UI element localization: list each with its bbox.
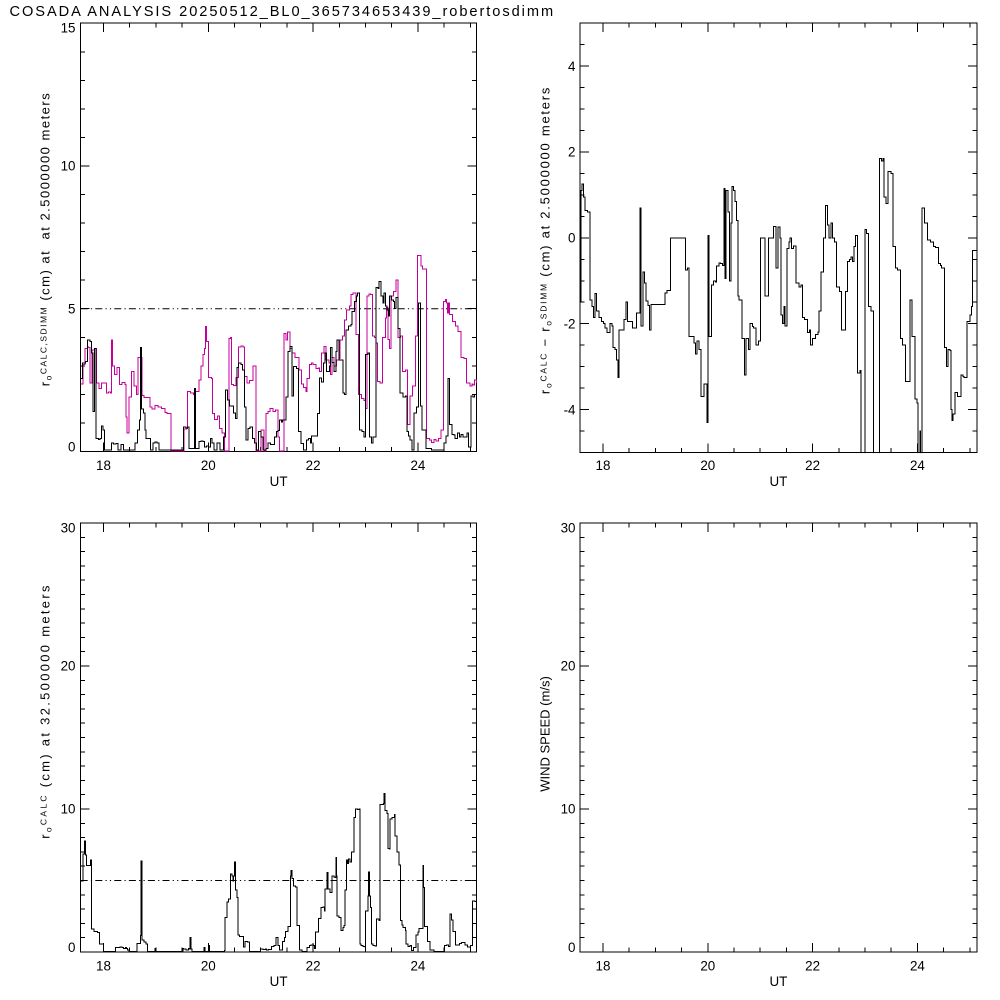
svg-text:UT: UT — [769, 474, 787, 489]
svg-text:24: 24 — [910, 458, 925, 473]
svg-text:2: 2 — [568, 145, 575, 160]
svg-text:10: 10 — [61, 159, 76, 174]
svg-text:20: 20 — [561, 659, 576, 674]
svg-text:4: 4 — [568, 59, 576, 74]
svg-text:18: 18 — [596, 458, 611, 473]
svg-text:5: 5 — [68, 301, 75, 316]
svg-text:COSADA ANALYSIS 20250512_BL0_3: COSADA ANALYSIS 20250512_BL0_36573465343… — [10, 4, 556, 20]
svg-text:20: 20 — [61, 659, 76, 674]
svg-text:10: 10 — [61, 802, 76, 817]
svg-text:UT: UT — [270, 974, 288, 989]
svg-text:20: 20 — [201, 458, 216, 473]
svg-text:roCALC − roSDIMM (cm) at 2.500: roCALC − roSDIMM (cm) at 2.5000000 meter… — [538, 86, 554, 394]
svg-text:20: 20 — [201, 959, 216, 974]
svg-text:20: 20 — [700, 959, 715, 974]
svg-text:10: 10 — [561, 802, 576, 817]
svg-text:0: 0 — [68, 440, 75, 455]
svg-text:UT: UT — [270, 474, 288, 489]
svg-text:24: 24 — [410, 458, 425, 473]
svg-text:22: 22 — [805, 458, 820, 473]
svg-text:18: 18 — [596, 959, 611, 974]
svg-text:30: 30 — [561, 521, 576, 536]
svg-text:-4: -4 — [564, 402, 576, 417]
svg-text:0: 0 — [568, 940, 575, 955]
svg-text:30: 30 — [61, 521, 76, 536]
svg-text:roCALC (cm) at 32.500000 meter: roCALC (cm) at 32.500000 meters — [38, 583, 54, 839]
svg-text:WIND SPEED (m/s): WIND SPEED (m/s) — [538, 676, 553, 792]
svg-text:-2: -2 — [564, 316, 576, 331]
svg-text:22: 22 — [306, 959, 321, 974]
svg-text:24: 24 — [410, 959, 425, 974]
svg-text:0: 0 — [68, 940, 75, 955]
svg-text:22: 22 — [306, 458, 321, 473]
svg-text:18: 18 — [96, 458, 111, 473]
svg-text:22: 22 — [805, 959, 820, 974]
svg-text:15: 15 — [61, 21, 76, 36]
svg-text:UT: UT — [769, 974, 787, 989]
svg-text:20: 20 — [700, 458, 715, 473]
svg-text:18: 18 — [96, 959, 111, 974]
svg-text:24: 24 — [910, 959, 925, 974]
svg-text:0: 0 — [568, 231, 575, 246]
